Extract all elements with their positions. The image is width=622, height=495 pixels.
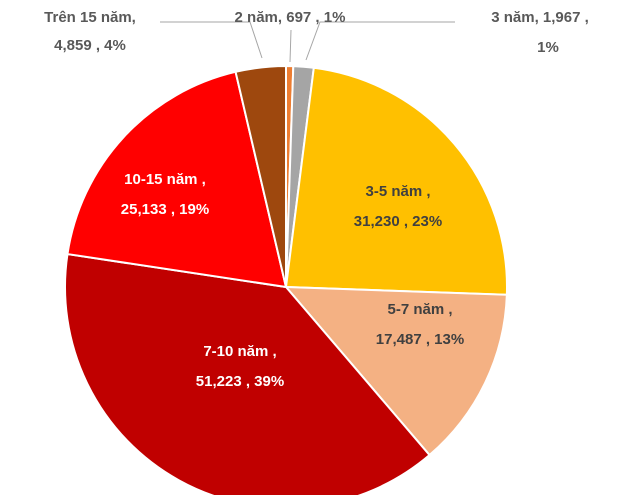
leader-line [289, 29, 292, 63]
data-label: 10-15 năm , [124, 171, 206, 188]
pie-slice [234, 64, 287, 288]
data-label: 3 năm, 1,967 , [491, 9, 589, 26]
data-label: 7-10 năm , [203, 343, 276, 360]
pie-slice [283, 285, 508, 457]
pie-slice [66, 70, 288, 289]
data-label: Trên 15 năm, [44, 9, 136, 26]
pie-slice [284, 66, 508, 296]
data-label: 51,223 , 39% [196, 373, 284, 390]
data-label: 25,133 , 19% [121, 201, 209, 218]
data-label: 5-7 năm , [387, 301, 452, 318]
data-label: 2 năm, 697 , 1% [235, 9, 346, 26]
data-label: 3-5 năm , [365, 183, 430, 200]
data-label: 17,487 , 13% [376, 331, 464, 348]
data-label: 4,859 , 4% [54, 37, 126, 54]
pie-slice [64, 252, 431, 495]
data-label: 31,230 , 23% [354, 213, 442, 230]
leader-line [160, 21, 263, 59]
leader-line [305, 21, 455, 61]
data-label: 1% [537, 39, 559, 56]
